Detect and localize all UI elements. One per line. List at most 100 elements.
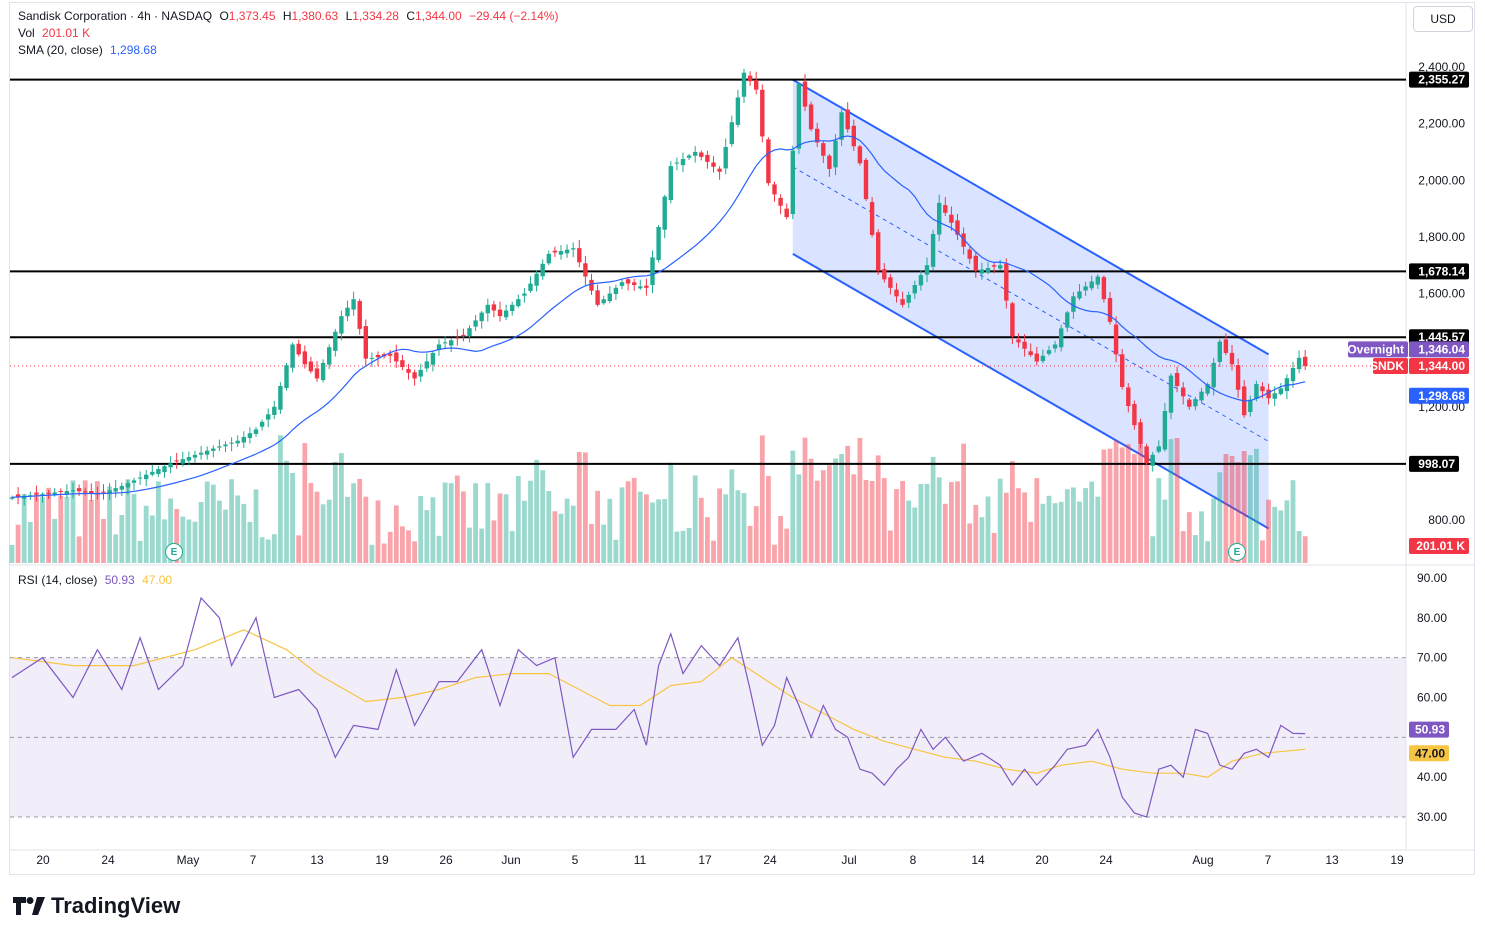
volume-bar (418, 495, 424, 563)
candle-body (815, 128, 820, 143)
sma-line (11, 135, 1306, 498)
candle-body (1028, 351, 1033, 356)
candle-body (101, 491, 106, 493)
volume-bar (1034, 478, 1040, 563)
level-tag-text: 1,678.14 (1418, 264, 1465, 278)
volume-bar (1156, 478, 1162, 563)
volume-bar (448, 483, 454, 563)
volume-bar (839, 453, 844, 563)
candle-body (656, 226, 661, 260)
volume-bar (375, 500, 381, 563)
volume-bar (735, 490, 741, 563)
candle-body (1101, 277, 1107, 300)
candle-body (119, 486, 124, 490)
volume-bar (827, 465, 832, 563)
sma-legend[interactable]: SMA (20, close) 1,298.68 (18, 43, 161, 57)
candle-body (357, 301, 362, 329)
candle-body (979, 269, 985, 274)
candle-body (680, 159, 686, 166)
candle-body (156, 469, 161, 475)
candle-body (241, 436, 246, 443)
volume-bar (302, 443, 308, 563)
high-label: H (282, 9, 292, 23)
tradingview-logo[interactable]: TradingView (13, 893, 180, 919)
volume-bar (613, 539, 619, 563)
candle-body (1162, 410, 1168, 450)
volume-bar (393, 505, 399, 563)
volume-bar (125, 479, 131, 563)
volume-bar (528, 480, 533, 563)
candle-body (345, 307, 350, 317)
candle-body (705, 154, 710, 162)
candle-body (64, 490, 70, 495)
volume-bar (442, 482, 448, 563)
volume-bar (235, 495, 241, 563)
candle-body (449, 340, 454, 346)
candle-body (857, 146, 863, 164)
time-tick-label: Jun (501, 853, 520, 867)
candle-body (552, 250, 558, 253)
volume-bar (1095, 496, 1101, 563)
volume-bar (1211, 498, 1217, 563)
volume-bar (1290, 480, 1296, 563)
candle-body (827, 155, 832, 169)
volume-bar (997, 478, 1003, 563)
candle-body (937, 202, 942, 235)
volume-bar (1217, 472, 1223, 563)
volume-bar (424, 510, 430, 563)
candle-body (869, 202, 875, 235)
volume-bar (1132, 454, 1137, 563)
volume-bar (485, 482, 491, 563)
volume-bar (1241, 451, 1247, 563)
volume-bar (46, 487, 51, 563)
volume-bar (753, 506, 759, 563)
candle-body (796, 83, 802, 149)
candle-body (1174, 372, 1180, 386)
volume-bar (284, 460, 289, 563)
volume-bar (1064, 489, 1070, 563)
volume-bar (192, 521, 198, 563)
earnings-icon[interactable]: E (1228, 543, 1246, 561)
rsi-tick-label: 60.00 (1417, 691, 1447, 705)
candle-body (754, 80, 759, 90)
candle-body (760, 89, 765, 137)
candle-body (9, 497, 15, 499)
candle-body (644, 285, 649, 288)
volume-bar (900, 480, 905, 563)
candle-body (253, 429, 259, 434)
volume-legend[interactable]: Vol 201.01 K (18, 26, 94, 40)
candle-body (22, 495, 27, 499)
volume-bar (680, 530, 686, 563)
time-tick-label: 7 (250, 853, 257, 867)
volume-bar (936, 477, 942, 563)
candle-body (729, 122, 734, 144)
candle-body (320, 362, 326, 381)
volume-bar (656, 499, 661, 563)
earnings-icon[interactable]: E (165, 543, 183, 561)
overnight-label-tag-box (1348, 341, 1408, 358)
level-tag-box (1409, 263, 1469, 280)
sma-label: SMA (20, close) (18, 43, 103, 57)
volume-bar (955, 481, 960, 563)
volume-bar (345, 496, 350, 563)
candle-body (711, 162, 716, 167)
currency-button[interactable]: USD (1413, 6, 1473, 32)
tradingview-logo-icon (13, 897, 45, 915)
volume-bar (461, 491, 466, 563)
volume-bar (845, 445, 851, 563)
candle-body (1010, 303, 1015, 336)
candle-body (58, 490, 63, 492)
candle-body (1272, 393, 1277, 399)
channel-upper-line (792, 78, 1270, 356)
volume-bar (1052, 503, 1058, 563)
volume-bar (406, 530, 411, 563)
rsi-legend[interactable]: RSI (14, close) 50.93 47.00 (18, 573, 176, 587)
candle-body (534, 273, 539, 286)
candle-body (802, 81, 808, 107)
volume-bar (686, 527, 692, 563)
candle-body (113, 488, 118, 492)
price-tick-label: 2,400.00 (1418, 60, 1465, 74)
candle-body (1089, 281, 1094, 289)
candle-body (1156, 446, 1161, 452)
